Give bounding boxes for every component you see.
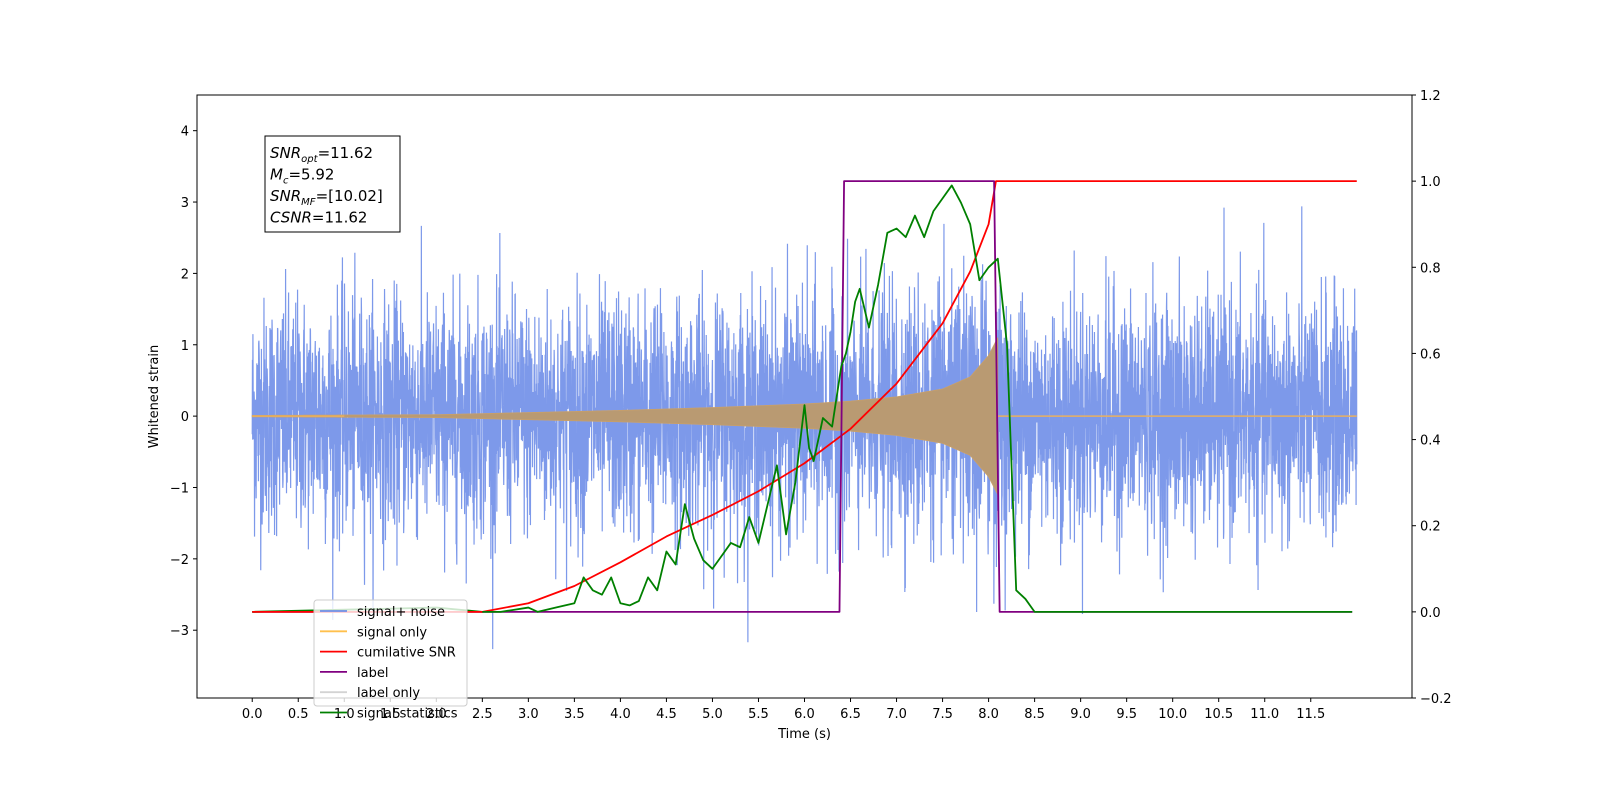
y2-tick-label: −0.2: [1420, 692, 1452, 707]
legend-frame: [313, 599, 468, 707]
y-tick-label: 2: [181, 267, 189, 282]
x-tick-label: 11.0: [1250, 707, 1279, 722]
x-tick-label: 11.5: [1296, 707, 1325, 722]
legend-entry: label: [357, 666, 388, 681]
y-tick-label: −1: [170, 481, 189, 496]
x-tick-label: 1.5: [380, 707, 401, 722]
x-tick-label: 7.0: [886, 707, 907, 722]
x-tick-label: 6.5: [840, 707, 861, 722]
x-axis: 0.0 0.5 1.0 1.5 2.0 2.5 3.0 3.5 4.0 4.5 5.0 5.5 6.0 6…: [242, 698, 1325, 722]
legend-entry: cumilative SNR: [357, 646, 456, 661]
y-axis-right: −0.2 0.0 0.2 0.4 0.6 0.8 1.0 1.2: [1412, 89, 1452, 707]
x-tick-label: 8.0: [978, 707, 999, 722]
y2-tick-label: 1.0: [1420, 175, 1441, 190]
x-tick-label: 7.5: [932, 707, 953, 722]
annotation-line: Mc=5.92: [270, 166, 334, 187]
y-axis-left: −3 −2 −1 0 1 2 3 4: [170, 125, 197, 639]
x-tick-label: 2.0: [426, 707, 447, 722]
series-cumilative-snr: [482, 180, 1357, 613]
annotation-line: SNRMF=[10.02]: [270, 187, 383, 208]
y-tick-label: 3: [181, 196, 189, 211]
annotation-line: SNRopt=11.62: [270, 144, 373, 165]
y-tick-label: −2: [170, 553, 189, 568]
x-tick-label: 10.5: [1204, 707, 1233, 722]
legend-entry: signal+ noise: [357, 605, 445, 620]
y2-tick-label: 0.4: [1420, 434, 1441, 449]
x-tick-label: 2.5: [472, 707, 493, 722]
y-axis-label: Whitened strain: [147, 345, 162, 448]
y-tick-label: 0: [181, 410, 189, 425]
y-tick-label: −3: [170, 624, 189, 639]
x-tick-label: 0.5: [288, 707, 309, 722]
y2-tick-label: 0.8: [1420, 261, 1441, 276]
y-tick-label: 1: [181, 339, 189, 354]
x-tick-label: 1.0: [334, 707, 355, 722]
x-tick-label: 5.5: [748, 707, 769, 722]
legend-entry: signal statistics: [357, 707, 458, 722]
x-tick-label: 10.0: [1158, 707, 1187, 722]
legend-entry: label only: [357, 686, 420, 701]
x-tick-label: 9.0: [1070, 707, 1091, 722]
x-tick-label: 5.0: [702, 707, 723, 722]
annotation-box: SNRopt=11.62Mc=5.92SNRMF=[10.02]CSNR=11.…: [264, 135, 401, 233]
annotation-line: CSNR=11.62: [270, 209, 367, 227]
x-tick-label: 4.0: [610, 707, 631, 722]
x-tick-label: 0.0: [242, 707, 263, 722]
x-tick-label: 8.5: [1024, 707, 1045, 722]
y2-tick-label: 0.0: [1420, 606, 1441, 621]
y2-tick-label: 0.6: [1420, 347, 1441, 362]
x-tick-label: 6.0: [794, 707, 815, 722]
y2-tick-label: 1.2: [1420, 89, 1441, 104]
x-tick-label: 9.5: [1116, 707, 1137, 722]
plot-area: [251, 180, 1358, 650]
annotation-frame: [264, 135, 401, 233]
x-tick-label: 3.5: [564, 707, 585, 722]
series-signal-statistics: [252, 184, 1353, 613]
series-signal-noise: [251, 206, 1358, 650]
y2-tick-label: 0.2: [1420, 520, 1441, 535]
x-tick-label: 4.5: [656, 707, 677, 722]
x-axis-label: Time (s): [777, 727, 831, 742]
legend: signal+ noise signal only cumilative SNR la…: [313, 599, 468, 722]
y-tick-label: 4: [181, 125, 189, 140]
legend-entry: signal only: [357, 625, 427, 640]
x-tick-label: 3.0: [518, 707, 539, 722]
